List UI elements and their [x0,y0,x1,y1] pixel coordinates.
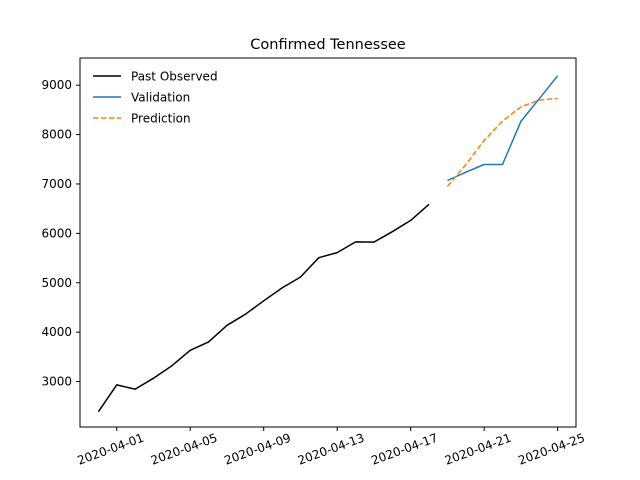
series-line-past-observed [97,203,430,413]
legend-label: Prediction [131,112,191,126]
x-tick-label: 2020-04-01 [75,431,145,468]
x-tick-label: 2020-04-05 [149,431,219,468]
x-tick-label: 2020-04-13 [296,431,366,468]
y-tick-label: 9000 [41,78,72,92]
chart-title: Confirmed Tennessee [250,37,406,53]
x-tick-label: 2020-04-25 [516,431,586,468]
y-tick-label: 7000 [41,177,72,191]
series-line-prediction [446,97,558,187]
y-tick-label: 6000 [41,226,72,240]
series-line-validation [447,75,559,182]
series-layer [97,75,559,413]
x-tick-label: 2020-04-09 [222,431,292,468]
x-tick-label: 2020-04-21 [443,431,513,468]
y-tick-label: 8000 [41,128,72,142]
y-tick-label: 3000 [41,375,72,389]
y-tick-label: 5000 [41,276,72,290]
legend-label: Past Observed [131,70,218,84]
legend-label: Validation [131,91,190,105]
y-tick-label: 4000 [41,325,72,339]
legend: Past Observed Validation Prediction [93,70,218,126]
x-tick-label: 2020-04-17 [369,431,439,468]
plot-area-frame [79,57,577,428]
